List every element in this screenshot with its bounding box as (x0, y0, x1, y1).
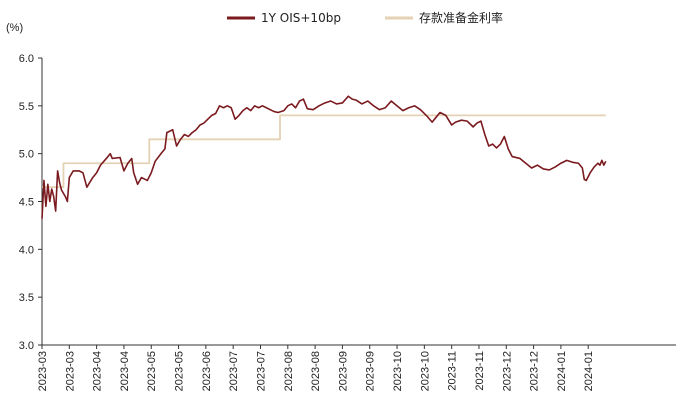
x-tick-label: 2023-09 (337, 351, 349, 391)
y-tick-label: 3.5 (19, 292, 34, 304)
y-tick-label: 6.0 (19, 53, 34, 65)
legend-item-deposit-rate: 存款准备金利率 (385, 10, 503, 25)
y-axis: 6.0 5.5 5.0 4.5 4.0 3.5 3.0 (19, 53, 43, 352)
x-tick-label: 2023-04 (119, 351, 131, 391)
x-tick-label: 2024-01 (556, 351, 568, 391)
legend-label: 存款准备金利率 (419, 10, 503, 25)
x-tick-label: 2023-11 (474, 351, 486, 391)
y-tick-label: 5.0 (19, 149, 34, 161)
legend-label: 1Y OIS+10bp (261, 11, 341, 25)
x-tick-label: 2023-03 (37, 351, 49, 391)
legend-item-ois: 1Y OIS+10bp (227, 11, 341, 25)
x-tick-label: 2024-01 (583, 351, 595, 391)
x-tick-label: 2023-08 (310, 351, 322, 391)
x-tick-label: 2023-05 (146, 351, 158, 391)
y-unit-label: (%) (6, 22, 23, 34)
series-line-deposit-rate (42, 114, 606, 189)
x-tick-label: 2023-12 (529, 351, 541, 391)
y-tick-label: 5.5 (19, 101, 34, 113)
x-tick-label: 2023-10 (419, 351, 431, 391)
series-layer (41, 95, 607, 219)
x-tick-label: 2023-04 (92, 351, 104, 391)
legend: 1Y OIS+10bp 存款准备金利率 (227, 10, 503, 25)
x-axis: 2023-03 2023-03 2023-04 2023-04 2023-05 2023-… (37, 344, 676, 391)
x-tick-label: 2023-12 (501, 351, 513, 391)
x-tick-label: 2023-05 (174, 351, 186, 391)
y-tick-label: 4.5 (19, 197, 34, 209)
x-tick-label: 2023-07 (228, 351, 240, 391)
x-tick-label: 2023-06 (201, 351, 213, 391)
series-line-ois (41, 95, 607, 219)
x-tick-label: 2023-10 (392, 351, 404, 391)
x-tick-label: 2023-08 (283, 351, 295, 391)
y-tick-label: 4.0 (19, 244, 34, 256)
x-tick-label: 2023-07 (255, 351, 267, 391)
x-tick-label: 2023-09 (365, 351, 377, 391)
x-tick-label: 2023-11 (447, 351, 459, 391)
y-tick-label: 3.0 (19, 340, 34, 352)
x-tick-label: 2023-03 (64, 351, 76, 391)
